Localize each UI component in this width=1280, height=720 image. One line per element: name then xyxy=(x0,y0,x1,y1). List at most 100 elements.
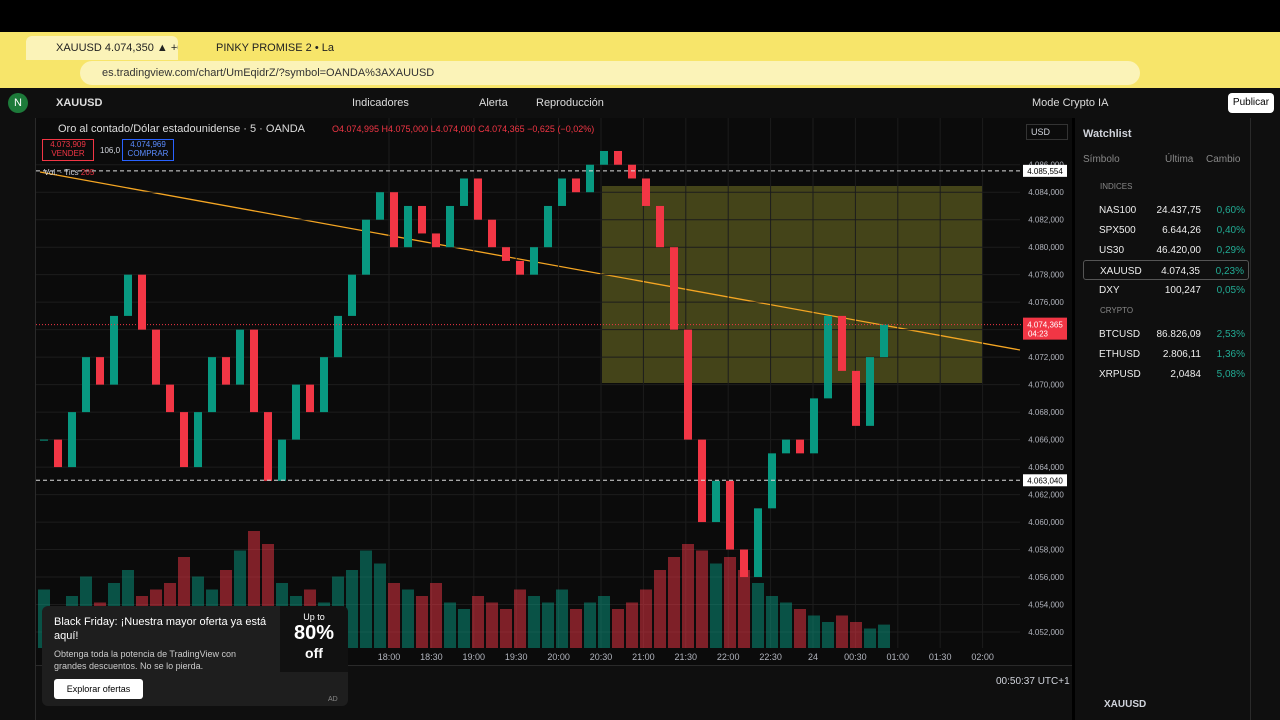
watch-row[interactable]: XAUUSD 4.074,35 0,23% xyxy=(1083,260,1249,280)
symbol[interactable]: XAUUSD xyxy=(56,97,103,109)
candle xyxy=(362,219,370,275)
buy-button[interactable]: 4.074,969 COMPRAR xyxy=(122,139,174,161)
x-tick-label: 22:30 xyxy=(759,652,782,662)
x-tick-label: 22:00 xyxy=(717,652,740,662)
watch-row[interactable]: XRPUSD 2,0484 5,08% xyxy=(1083,364,1249,384)
volume-bar xyxy=(374,563,386,648)
watch-last: 6.644,26 xyxy=(1162,225,1201,236)
candle xyxy=(474,178,482,220)
watch-change: 5,08% xyxy=(1216,369,1245,380)
candle xyxy=(194,412,202,468)
x-tick-label: 02:00 xyxy=(971,652,994,662)
candle xyxy=(628,164,636,179)
watch-row[interactable]: DXY 100,247 0,05% xyxy=(1083,280,1249,300)
alert[interactable]: Alerta xyxy=(479,97,508,109)
candle xyxy=(152,329,160,385)
volume-bar xyxy=(696,550,708,648)
last-price-label: 4.074,365 xyxy=(1027,321,1063,330)
watch-row[interactable]: ETHUSD 2.806,11 1,36% xyxy=(1083,344,1249,364)
x-tick-label: 00:30 xyxy=(844,652,867,662)
watch-symbol: XRPUSD xyxy=(1099,369,1141,380)
address-bar[interactable]: es.tradingview.com/chart/UmEqidrZ/?symbo… xyxy=(80,61,1140,85)
mode[interactable]: Mode Crypto IA xyxy=(1032,97,1109,109)
spread: 106,0 xyxy=(100,146,121,155)
x-tick-label: 20:00 xyxy=(547,652,570,662)
candle xyxy=(124,274,132,316)
clock: 00:50:37 UTC+1 xyxy=(996,676,1070,687)
ad-button[interactable]: Explorar ofertas xyxy=(54,679,143,699)
ad-popup: Black Friday: ¡Nuestra mayor oferta ya e… xyxy=(42,606,348,706)
y-tick-label: 4.054,000 xyxy=(1028,601,1064,610)
replay[interactable]: Reproducción xyxy=(536,97,604,109)
candle xyxy=(880,324,888,358)
y-tick-label: 4.052,000 xyxy=(1028,628,1064,637)
currency[interactable]: USD xyxy=(1026,124,1068,140)
candle xyxy=(782,439,790,454)
volume-bar xyxy=(472,596,484,648)
candle xyxy=(40,439,48,441)
candle xyxy=(530,247,538,275)
sell-button[interactable]: 4.073,909 VENDER xyxy=(42,139,94,161)
candle xyxy=(180,412,188,468)
watch-row[interactable]: BTCUSD 86.826,09 2,53% xyxy=(1083,324,1249,344)
candle xyxy=(726,480,734,550)
candle xyxy=(404,205,412,248)
watch-row[interactable]: US30 46.420,00 0,29% xyxy=(1083,240,1249,260)
candle xyxy=(166,384,174,413)
publish[interactable]: Publicar xyxy=(1228,93,1274,113)
candle xyxy=(68,412,76,468)
y-tick-label: 4.070,000 xyxy=(1028,381,1064,390)
watch-change: 0,23% xyxy=(1215,266,1244,277)
price-tag xyxy=(1023,474,1067,487)
candle xyxy=(600,150,608,165)
candle xyxy=(838,315,846,371)
volume-bar xyxy=(598,596,610,648)
volume-bar xyxy=(402,589,414,648)
candle xyxy=(306,384,314,413)
price-tag xyxy=(1023,164,1067,177)
candle xyxy=(208,357,216,413)
toolbar: N XAUUSD Indicadores Alerta Reproducción… xyxy=(0,88,1280,118)
y-tick-label: 4.076,000 xyxy=(1028,298,1064,307)
watchlist-title[interactable]: Watchlist xyxy=(1083,128,1132,140)
avatar[interactable]: N xyxy=(8,93,28,113)
candle xyxy=(740,549,748,578)
volume-bar xyxy=(556,589,568,648)
watch-symbol: DXY xyxy=(1099,285,1120,296)
watch-change: 0,40% xyxy=(1216,225,1245,236)
volume-bar xyxy=(794,609,806,648)
candle xyxy=(684,329,692,440)
candle xyxy=(698,439,706,523)
volume-bar xyxy=(738,570,750,648)
candle xyxy=(670,247,678,330)
watch-last: 100,247 xyxy=(1164,285,1201,296)
last-price-tag xyxy=(1023,317,1067,340)
tab[interactable]: PINKY PROMISE 2 • La Pant xyxy=(216,42,336,54)
volume-bar xyxy=(878,624,890,648)
candle xyxy=(572,178,580,193)
candle xyxy=(236,329,244,385)
tab[interactable]: XAUUSD 4.074,350 ▲ +0,23% N xyxy=(26,36,178,60)
candle xyxy=(82,357,90,413)
y-tick-label: 4.060,000 xyxy=(1028,518,1064,527)
volume-bar xyxy=(514,589,526,648)
watch-row[interactable]: NAS100 24.437,75 0,60% xyxy=(1083,200,1249,220)
candle xyxy=(586,164,594,193)
indicators[interactable]: Indicadores xyxy=(352,97,409,109)
range-box xyxy=(602,186,982,383)
watch-change: 0,60% xyxy=(1216,205,1245,216)
candle xyxy=(614,150,622,165)
y-tick-label: 4.084,000 xyxy=(1028,188,1064,197)
footer-symbol[interactable]: XAUUSD xyxy=(1075,690,1250,720)
candle xyxy=(278,439,286,481)
watch-row[interactable]: SPX500 6.644,26 0,40% xyxy=(1083,220,1249,240)
watch-change: 1,36% xyxy=(1216,349,1245,360)
buy-price: 4.074,969 xyxy=(130,140,166,149)
x-tick-label: 20:30 xyxy=(590,652,613,662)
group-header: INDICES xyxy=(1100,182,1133,191)
candle xyxy=(264,412,272,481)
buy-label: COMPRAR xyxy=(127,149,169,158)
watch-last: 86.826,09 xyxy=(1156,329,1202,340)
x-tick-label: 21:00 xyxy=(632,652,655,662)
col-last: Última xyxy=(1165,154,1194,165)
